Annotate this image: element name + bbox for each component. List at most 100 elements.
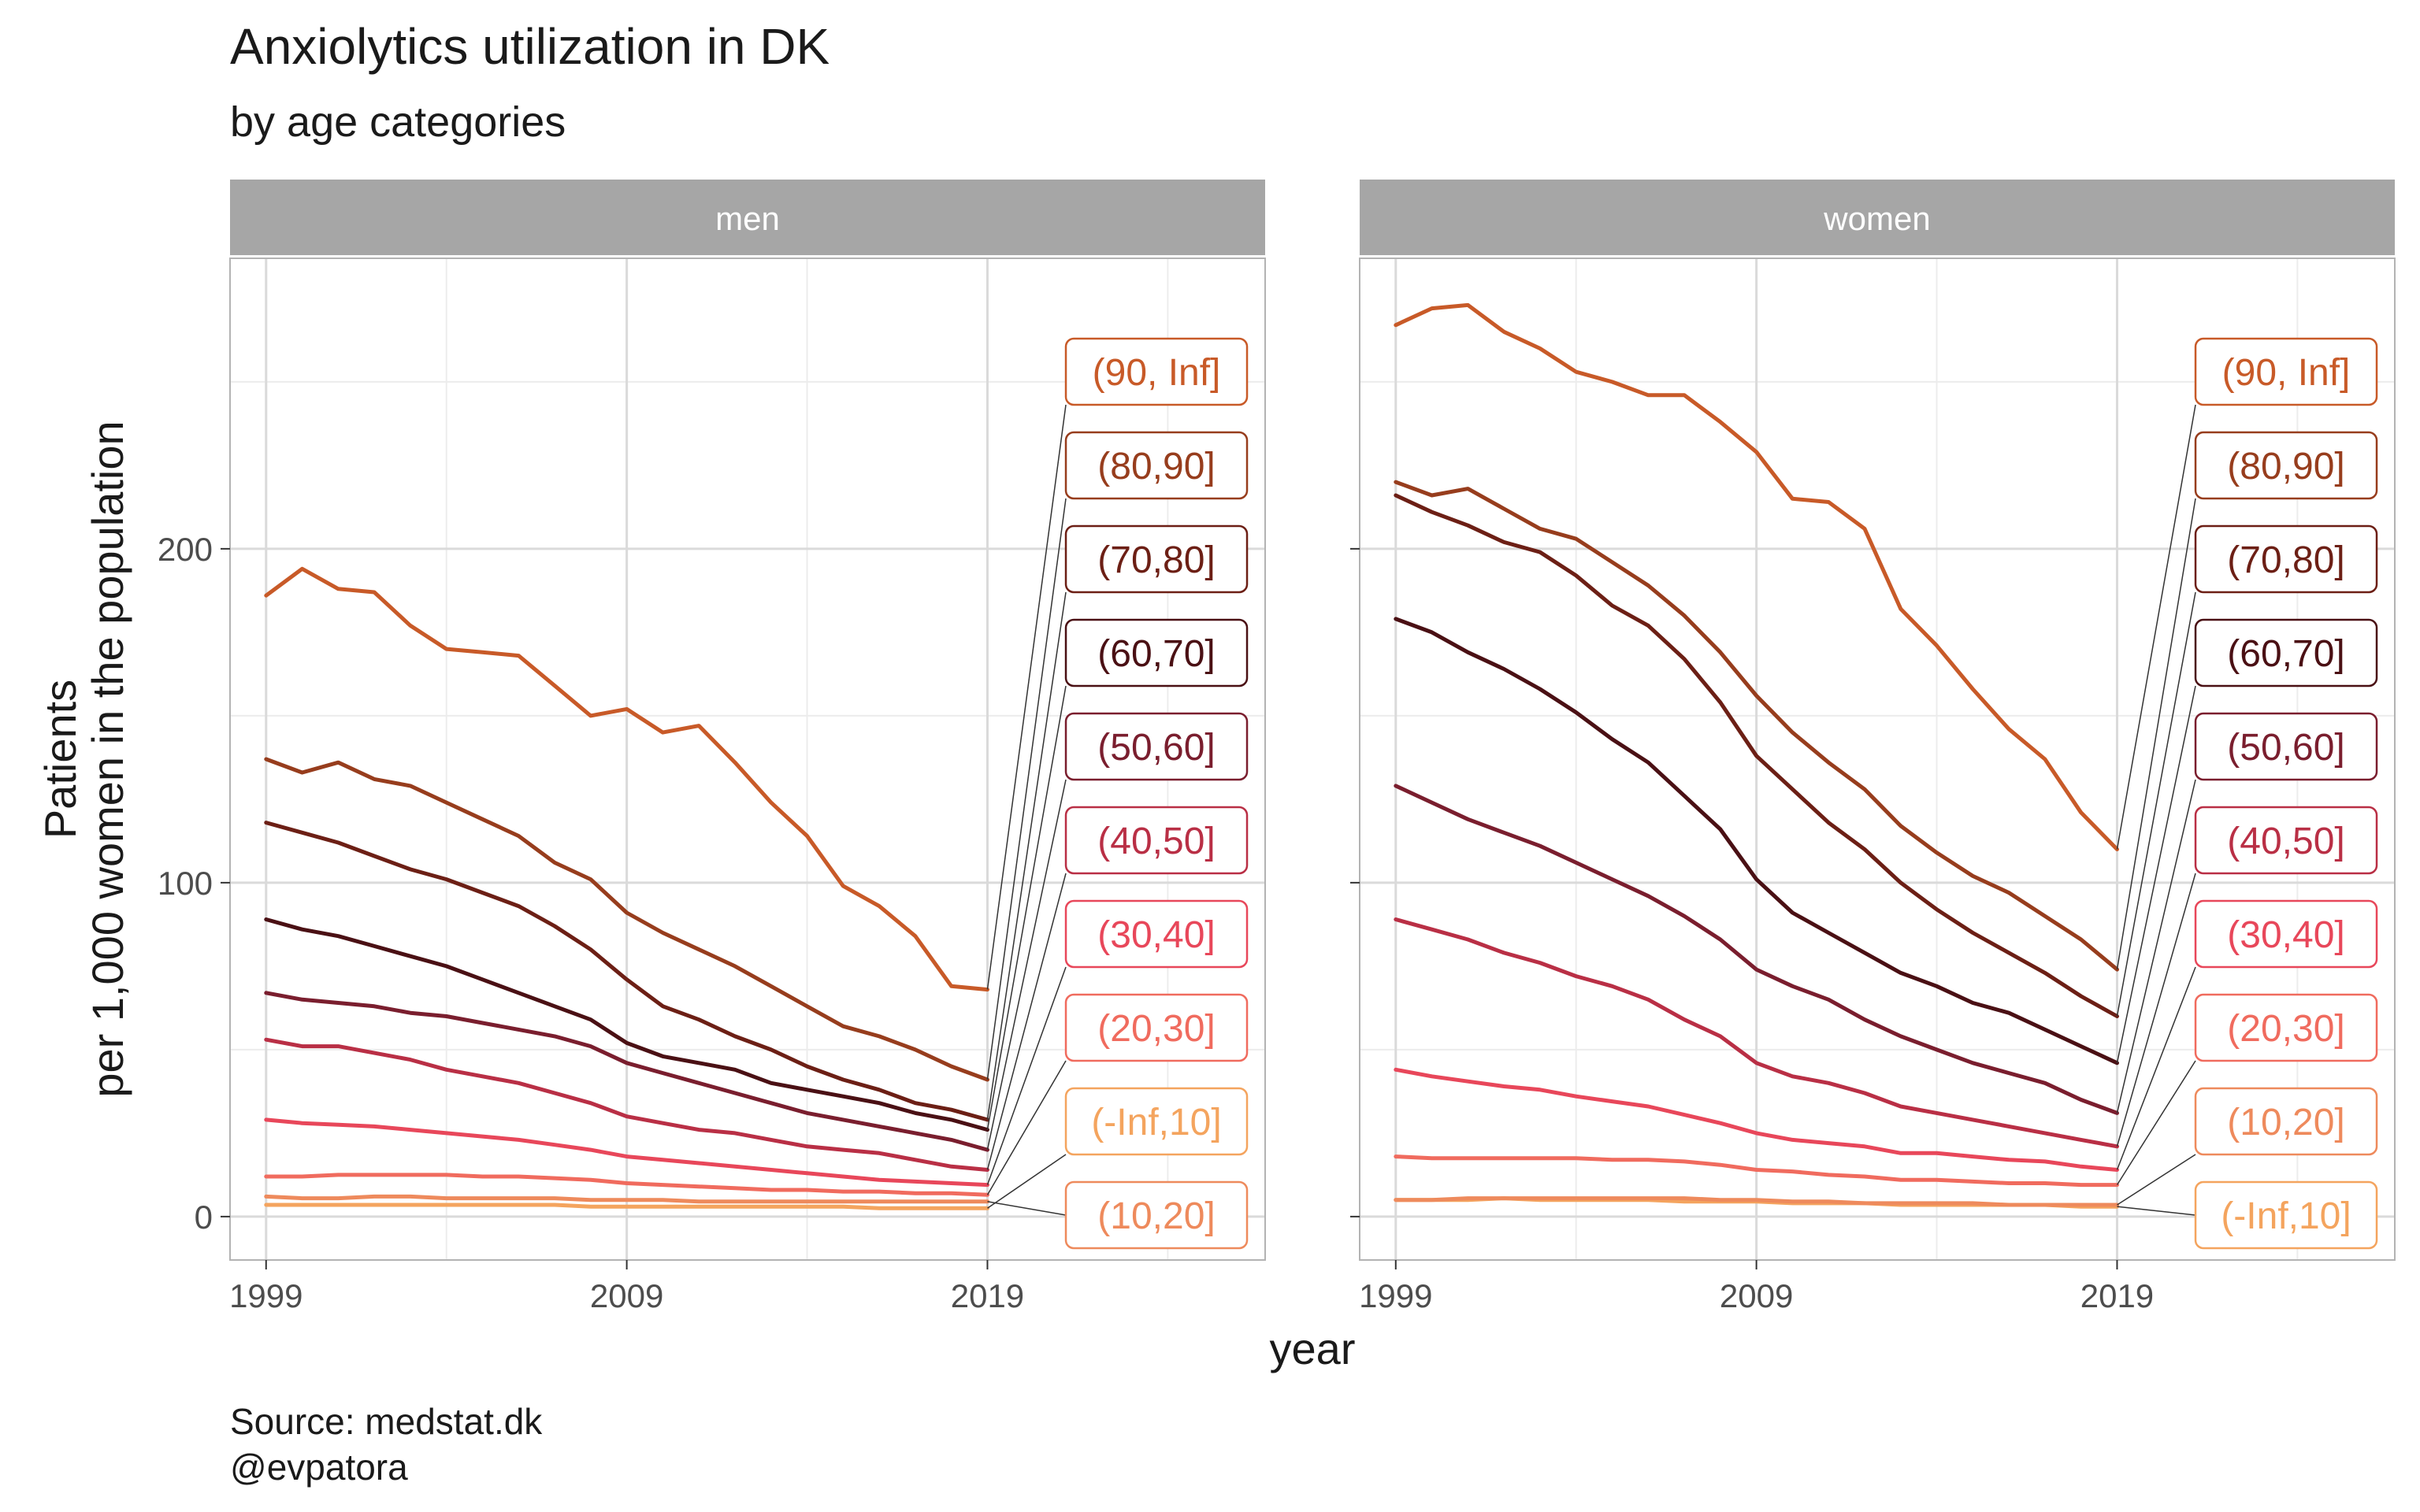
label-connector	[986, 404, 1067, 990]
series-line-men-(60,70]	[264, 917, 989, 1132]
series-line-women-(40,50]	[1394, 917, 2119, 1149]
x-tick-label: 2019	[2080, 1277, 2154, 1314]
label-connector	[2116, 498, 2196, 970]
series-label-box	[1064, 337, 1249, 406]
series-label-box	[1064, 806, 1249, 875]
series-line-women-(30,40]	[1394, 1067, 2119, 1172]
series-label-box	[1064, 431, 1249, 500]
series-label: (40,50]	[1097, 821, 1215, 862]
panel-border-men	[229, 258, 1266, 1261]
series-line-women-(90, Inf]	[1394, 302, 2119, 851]
label-connector	[2116, 779, 2196, 1114]
series-line-men-(90, Inf]	[264, 566, 989, 992]
series-label: (10,20]	[2227, 1102, 2344, 1143]
series-label: (60,70]	[1097, 633, 1215, 675]
x-tick-label: 1999	[1359, 1277, 1432, 1314]
y-tick-label: 200	[158, 531, 213, 568]
label-connector	[986, 779, 1067, 1151]
series-label-box	[2194, 618, 2378, 687]
x-axis-title: year	[1270, 1324, 1356, 1373]
series-label-box	[2194, 899, 2378, 969]
x-tick-label: 2019	[951, 1277, 1024, 1314]
series-label-box	[1064, 1180, 1249, 1250]
series-line-women-(80,90]	[1394, 480, 2119, 972]
x-tick-label: 1999	[229, 1277, 302, 1314]
series-label: (80,90]	[2227, 446, 2344, 487]
facet-strip-label-men: men	[715, 200, 780, 237]
x-tick-label: 2009	[590, 1277, 663, 1314]
series-label: (80,90]	[1097, 446, 1215, 487]
series-label-box	[2194, 1180, 2378, 1250]
label-connector	[986, 966, 1067, 1185]
series-line-men-(80,90]	[264, 757, 989, 1082]
series-label-box	[2194, 524, 2378, 594]
chart-title: Anxiolytics utilization in DK	[230, 18, 830, 75]
label-connector	[986, 873, 1067, 1170]
series-label-box	[2194, 993, 2378, 1062]
label-connector	[986, 685, 1067, 1130]
series-label: (30,40]	[1097, 914, 1215, 956]
series-label-box	[2194, 806, 2378, 875]
series-label-box	[2194, 431, 2378, 500]
series-label: (10,20]	[1097, 1195, 1215, 1237]
label-connector	[2117, 1206, 2196, 1216]
series-line-men-(10,20]	[264, 1194, 989, 1204]
facet-strip-men	[230, 180, 1265, 255]
label-connector	[987, 1154, 1067, 1209]
series-label: (20,30]	[2227, 1008, 2344, 1050]
series-line-women-(20,30]	[1394, 1154, 2119, 1188]
series-line-men-(20,30]	[264, 1173, 989, 1197]
label-connector	[986, 1060, 1067, 1195]
series-label: (90, Inf]	[2222, 352, 2351, 394]
series-label: (40,50]	[2227, 821, 2344, 862]
series-label: (50,60]	[2227, 727, 2344, 769]
series-label: (20,30]	[1097, 1008, 1215, 1050]
series-label-box	[2194, 1087, 2378, 1156]
series-line-men-(30,40]	[264, 1117, 989, 1188]
facet-strip-women	[1360, 180, 2395, 255]
label-connector	[986, 498, 1067, 1080]
series-label-box	[1064, 993, 1249, 1062]
caption-handle: @evpatora	[230, 1447, 408, 1488]
series-label: (90, Inf]	[1093, 352, 1221, 394]
series-line-men-(-Inf,10]	[264, 1203, 989, 1210]
label-connector	[2116, 404, 2196, 850]
series-label-box	[1064, 1087, 1249, 1156]
series-line-women-(60,70]	[1394, 617, 2119, 1065]
series-label-box	[1064, 712, 1249, 781]
y-axis-title: Patients	[35, 680, 85, 839]
label-connector	[2117, 1154, 2196, 1206]
series-label-box	[2194, 712, 2378, 781]
y-tick-label: 0	[195, 1199, 213, 1236]
series-label-box	[1064, 618, 1249, 687]
series-line-women-(50,60]	[1394, 784, 2119, 1115]
series-label: (70,80]	[1097, 539, 1215, 581]
y-axis-subtitle: per 1,000 women in the population	[83, 421, 132, 1097]
series-line-men-(50,60]	[264, 991, 989, 1152]
chart-subtitle: by age categories	[230, 98, 566, 146]
series-label: (30,40]	[2227, 914, 2344, 956]
series-label: (70,80]	[2227, 539, 2344, 581]
label-connector	[2116, 1060, 2196, 1186]
label-connector	[986, 591, 1067, 1121]
caption-source: Source: medstat.dk	[230, 1401, 543, 1442]
series-label-box	[1064, 899, 1249, 969]
series-label-box	[2194, 337, 2378, 406]
series-label-box	[1064, 524, 1249, 594]
y-tick-label: 100	[158, 865, 213, 902]
facet-strip-label-women: women	[1823, 200, 1930, 237]
label-connector	[2116, 685, 2196, 1063]
series-line-men-(40,50]	[264, 1037, 989, 1172]
label-connector	[2116, 966, 2196, 1170]
series-label: (60,70]	[2227, 633, 2344, 675]
label-connector	[2116, 873, 2196, 1147]
series-label: (-Inf,10]	[1091, 1102, 1221, 1143]
label-connector	[987, 1201, 1067, 1216]
series-line-women-(70,80]	[1394, 493, 2119, 1018]
label-connector	[2116, 591, 2196, 1017]
series-label: (-Inf,10]	[2221, 1195, 2351, 1237]
series-line-men-(70,80]	[264, 821, 989, 1122]
series-label: (50,60]	[1097, 727, 1215, 769]
panel-border-women	[1359, 258, 2396, 1261]
